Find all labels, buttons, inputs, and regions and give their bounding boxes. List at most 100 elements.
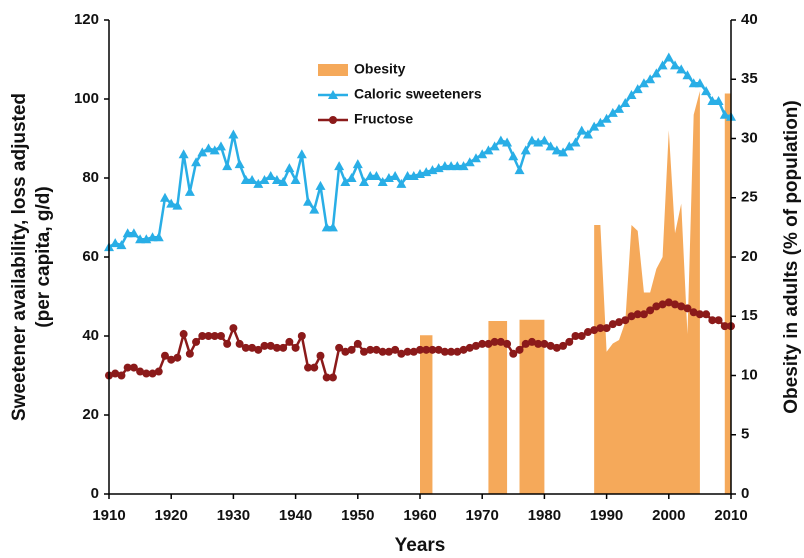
y2-tick-label: 0 <box>741 485 749 502</box>
marker <box>564 141 575 151</box>
marker <box>371 171 382 181</box>
marker <box>210 332 219 340</box>
marker <box>136 367 145 376</box>
marker <box>720 322 729 331</box>
marker <box>128 228 139 238</box>
marker <box>638 78 649 88</box>
marker <box>683 304 692 313</box>
marker <box>327 222 338 232</box>
marker <box>278 176 289 186</box>
marker <box>284 163 295 173</box>
marker <box>123 363 132 372</box>
marker <box>713 95 724 105</box>
marker <box>570 137 581 147</box>
marker <box>471 341 480 350</box>
marker <box>316 351 325 360</box>
marker <box>372 345 381 354</box>
marker <box>571 332 580 340</box>
marker <box>260 341 269 350</box>
x-tick-label: 1980 <box>528 507 561 524</box>
marker <box>328 373 337 382</box>
marker <box>502 137 513 147</box>
marker <box>409 347 418 356</box>
y2-tick-label: 35 <box>741 70 758 87</box>
marker <box>142 369 151 378</box>
marker <box>229 324 238 333</box>
marker <box>179 330 188 339</box>
marker <box>160 351 169 360</box>
marker <box>117 371 126 380</box>
marker <box>526 135 537 145</box>
marker <box>416 345 424 354</box>
marker <box>310 363 319 372</box>
y-axis-label: (per capita, g/d) <box>33 186 54 327</box>
marker <box>558 147 569 157</box>
marker <box>303 196 314 206</box>
marker <box>166 198 177 208</box>
marker <box>315 180 326 190</box>
marker <box>216 332 225 340</box>
marker <box>477 149 488 159</box>
marker <box>663 52 674 62</box>
marker <box>608 320 617 329</box>
marker <box>241 343 250 352</box>
area <box>420 91 731 494</box>
marker <box>694 78 705 88</box>
marker <box>708 316 717 325</box>
marker <box>514 165 525 175</box>
marker <box>627 312 636 321</box>
marker <box>353 339 362 348</box>
x-axis-label: Years <box>395 535 446 556</box>
marker <box>633 310 642 319</box>
marker <box>440 347 449 356</box>
marker <box>341 347 350 356</box>
y-tick-label: 80 <box>82 169 99 186</box>
marker <box>582 129 593 139</box>
marker <box>527 337 536 346</box>
marker <box>346 173 357 182</box>
marker <box>465 343 474 352</box>
marker <box>552 343 561 352</box>
marker <box>614 103 625 113</box>
marker <box>309 204 320 214</box>
x-tick-label: 1990 <box>590 507 623 524</box>
marker <box>154 367 163 376</box>
marker <box>458 161 469 171</box>
marker <box>626 90 637 100</box>
marker <box>377 176 388 186</box>
marker <box>172 200 183 210</box>
marker <box>676 64 687 74</box>
marker <box>540 339 549 348</box>
marker <box>296 149 307 159</box>
marker <box>322 373 331 382</box>
x-tick-label: 1920 <box>155 507 188 524</box>
marker <box>234 159 245 169</box>
marker <box>352 159 363 169</box>
legend-label: Fructose <box>354 111 413 127</box>
marker <box>110 238 121 248</box>
marker <box>689 308 698 317</box>
marker <box>714 316 723 325</box>
marker <box>384 347 393 356</box>
marker <box>334 161 345 171</box>
marker <box>496 337 505 346</box>
marker <box>639 310 648 319</box>
marker <box>590 326 599 335</box>
marker <box>508 151 519 161</box>
marker <box>646 306 655 315</box>
marker <box>215 141 226 151</box>
marker <box>484 339 493 348</box>
y-tick-label: 120 <box>74 11 99 28</box>
y2-tick-label: 15 <box>741 307 758 324</box>
marker <box>470 153 481 163</box>
marker <box>489 141 500 151</box>
marker <box>595 117 606 127</box>
marker <box>259 174 270 184</box>
marker <box>279 343 288 352</box>
marker <box>464 157 475 167</box>
marker <box>695 310 704 319</box>
marker <box>167 355 176 364</box>
x-tick-label: 1970 <box>466 507 499 524</box>
marker <box>116 240 127 250</box>
